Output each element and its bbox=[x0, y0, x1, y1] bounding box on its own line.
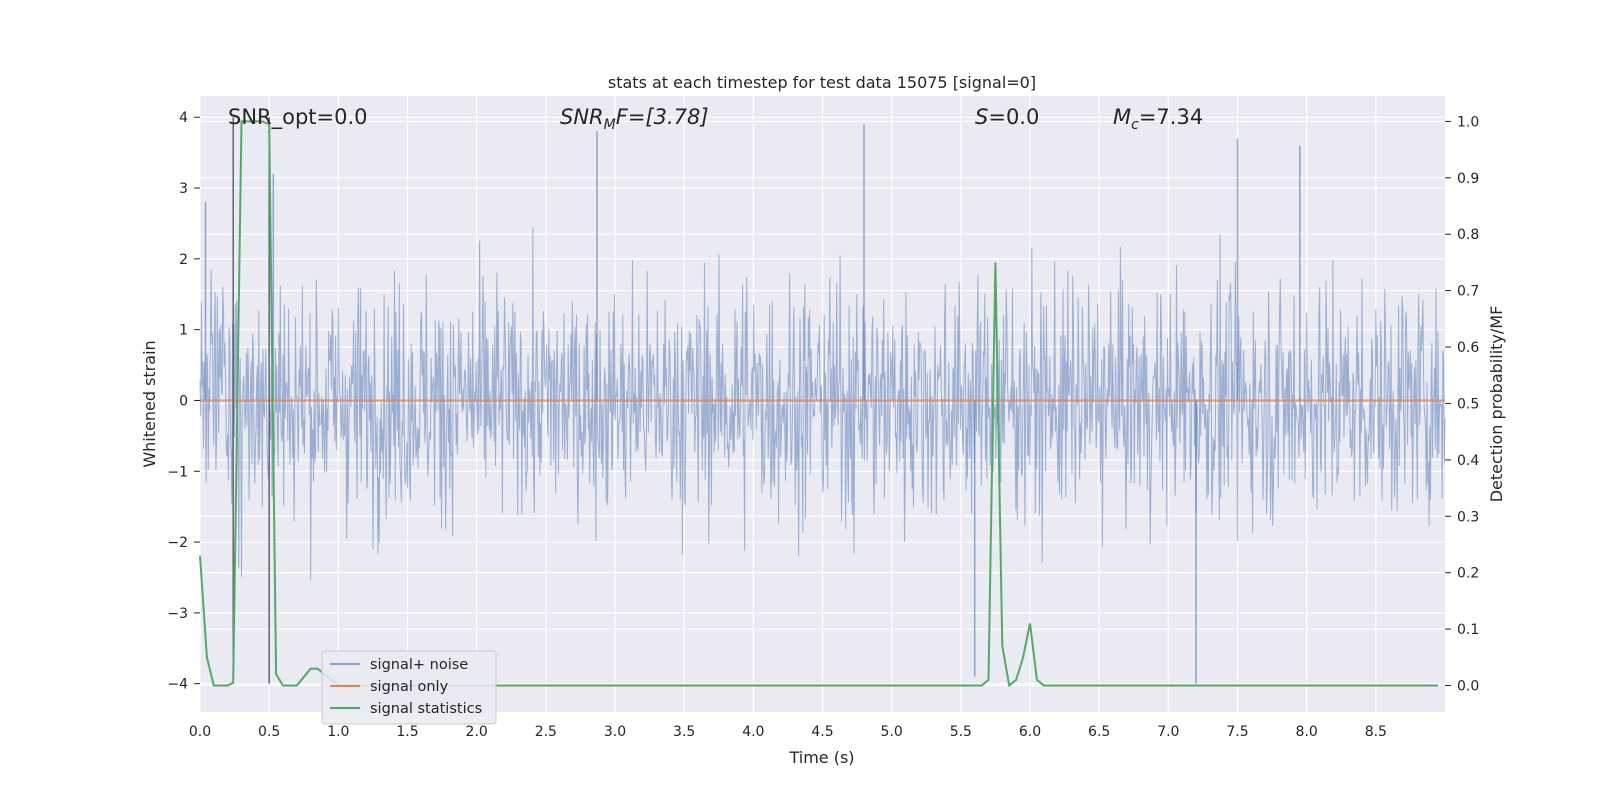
y2-tick-label: 0.1 bbox=[1457, 622, 1479, 638]
x-tick-label: 1.0 bbox=[327, 724, 349, 740]
x-tick-label: 4.5 bbox=[811, 724, 833, 740]
y-tick-label: 4 bbox=[179, 110, 188, 126]
y-tick-label: 0 bbox=[179, 393, 188, 409]
y2-tick-label: 0.5 bbox=[1457, 396, 1479, 412]
annotation-s-base: S bbox=[975, 105, 988, 129]
x-tick-label: 3.5 bbox=[673, 724, 695, 740]
x-axis-ticks: 0.0 0.5 1.0 1.5 2.0 2.5 3.0 3.5 4.0 4.5 5.0 5.5 6.0 6… bbox=[189, 724, 1387, 740]
y2-axis-label: Detection probability/MF bbox=[1487, 306, 1506, 503]
y2-tick-label: 0.0 bbox=[1457, 678, 1479, 694]
annotation-snr-mf-base: SNR bbox=[560, 105, 604, 129]
legend-label-signal-statistics: signal statistics bbox=[370, 701, 482, 717]
legend: signal+ noise signal only signal statist… bbox=[321, 650, 497, 725]
y2-tick-label: 0.9 bbox=[1457, 171, 1479, 187]
y2-tick-label: 0.7 bbox=[1457, 284, 1479, 300]
legend-label-signal-noise: signal+ noise bbox=[370, 657, 468, 673]
annotation-mc-sub: c bbox=[1131, 117, 1139, 133]
y-tick-label: −1 bbox=[167, 464, 188, 480]
y2-tick-label: 0.2 bbox=[1457, 566, 1479, 582]
annotation-mc: Mc=7.34 bbox=[1113, 105, 1203, 133]
noise-trace bbox=[199, 227, 1446, 581]
chart-title: stats at each timestep for test data 150… bbox=[608, 73, 1036, 92]
y2-tick-label: 0.4 bbox=[1457, 453, 1479, 469]
y-axis-label: Whitened strain bbox=[140, 340, 159, 467]
y-tick-label: 3 bbox=[179, 181, 188, 197]
y-tick-label: −4 bbox=[167, 677, 188, 693]
x-tick-label: 5.5 bbox=[950, 724, 972, 740]
x-axis-label: Time (s) bbox=[788, 748, 854, 767]
series-signal-statistics bbox=[199, 120, 1439, 688]
x-tick-label: 8.0 bbox=[1296, 724, 1318, 740]
y2-tick-label: 0.8 bbox=[1457, 227, 1479, 243]
annotation-snr-opt: SNR_opt=0.0 bbox=[228, 105, 368, 130]
x-tick-label: 1.5 bbox=[396, 724, 418, 740]
x-tick-label: 2.0 bbox=[466, 724, 488, 740]
x-tick-label: 8.5 bbox=[1365, 724, 1387, 740]
y-axis-ticks: 4 3 2 1 0 −1 −2 −3 −4 bbox=[167, 110, 200, 693]
x-tick-label: 0.5 bbox=[258, 724, 280, 740]
annotation-snr-mf-sub: M bbox=[604, 117, 616, 133]
x-tick-label: 4.0 bbox=[742, 724, 764, 740]
x-tick-label: 6.0 bbox=[1019, 724, 1041, 740]
y-tick-label: −2 bbox=[167, 535, 188, 551]
annotation-s-rest: =0.0 bbox=[988, 105, 1039, 129]
y-tick-label: 2 bbox=[179, 252, 188, 268]
series-signal-noise bbox=[199, 124, 1446, 684]
annotation-snr-mf: SNRMF=[3.78] bbox=[560, 105, 709, 133]
legend-label-signal-only: signal only bbox=[370, 679, 449, 695]
y2-axis-ticks: 1.0 0.9 0.8 0.7 0.6 0.5 0.4 0.3 0.2 0.1 0.0 bbox=[1445, 114, 1479, 694]
x-tick-label: 5.0 bbox=[881, 724, 903, 740]
annotation-mc-base: M bbox=[1113, 105, 1131, 129]
x-tick-label: 6.5 bbox=[1088, 724, 1110, 740]
vertical-markers bbox=[232, 117, 270, 684]
x-tick-label: 2.5 bbox=[535, 724, 557, 740]
y-tick-label: 1 bbox=[179, 323, 188, 339]
y2-tick-label: 0.3 bbox=[1457, 509, 1479, 525]
annotation-snr-mf-rest: F=[3.78] bbox=[616, 105, 709, 129]
y2-tick-label: 1.0 bbox=[1457, 114, 1479, 130]
x-tick-label: 3.0 bbox=[604, 724, 626, 740]
y2-tick-label: 0.6 bbox=[1457, 340, 1479, 356]
y-tick-label: −3 bbox=[167, 606, 188, 622]
legend-box bbox=[321, 650, 497, 725]
x-tick-label: 7.0 bbox=[1157, 724, 1179, 740]
x-tick-label: 0.0 bbox=[189, 724, 211, 740]
annotation-s: S=0.0 bbox=[975, 105, 1039, 129]
x-tick-label: 7.5 bbox=[1226, 724, 1248, 740]
annotation-mc-rest: =7.34 bbox=[1139, 105, 1203, 129]
noise-peaks bbox=[204, 124, 1301, 684]
